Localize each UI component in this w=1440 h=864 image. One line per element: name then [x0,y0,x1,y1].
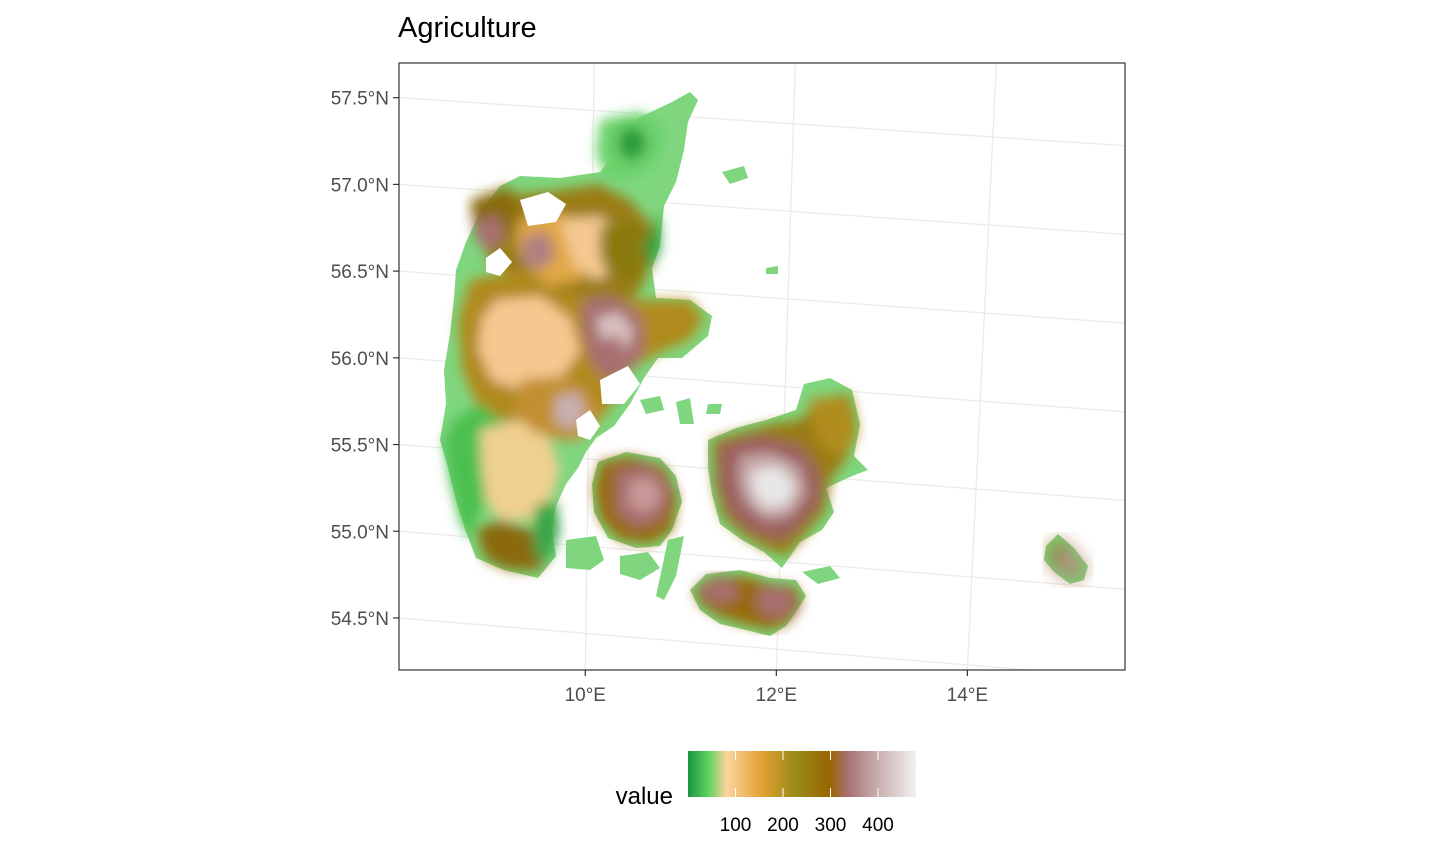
x-tick-label: 14°E [947,685,988,706]
panel-border [398,62,1126,671]
legend-colorbar [688,751,916,797]
map-panel [393,62,1126,671]
funen-region [592,452,682,548]
agriculture-raster [440,92,1088,636]
y-tick-label: 55.0°N [331,522,389,543]
graticule-lon-line [775,63,796,670]
legend-title: value [616,783,673,810]
y-tick-label: 56.0°N [331,349,389,370]
x-tick-label: 12°E [756,685,797,706]
x-tick-label: 10°E [565,685,606,706]
y-tick-label: 55.5°N [331,436,389,457]
legend-tick-label: 400 [862,815,894,836]
plot-title: Agriculture [398,12,537,44]
zealand-region [708,378,868,568]
legend-ticks: 100 200 300 400 [720,751,894,836]
legend-tick-label: 300 [815,815,847,836]
graticule-lat-line [399,617,1037,670]
y-tick-label: 57.5°N [331,89,389,110]
graticule-lat-line [399,97,1125,147]
y-tick-label: 57.0°N [331,175,389,196]
y-axis: 57.5°N 57.0°N 56.5°N 56.0°N 55.5°N 55.0°N 54.5… [331,89,399,630]
small-islands [566,166,1088,600]
y-tick-label: 56.5°N [331,262,389,283]
jutland-region [440,92,712,578]
legend-tick-label: 100 [720,815,752,836]
legend: value 100 200 300 400 [616,751,916,836]
x-axis: 10°E 12°E 14°E [565,670,988,706]
legend-tick-label: 200 [767,815,799,836]
lolland-falster-region [690,570,806,636]
y-tick-label: 54.5°N [331,609,389,630]
graticule-lon-line [393,63,394,670]
graticule-lon-line [966,63,998,670]
